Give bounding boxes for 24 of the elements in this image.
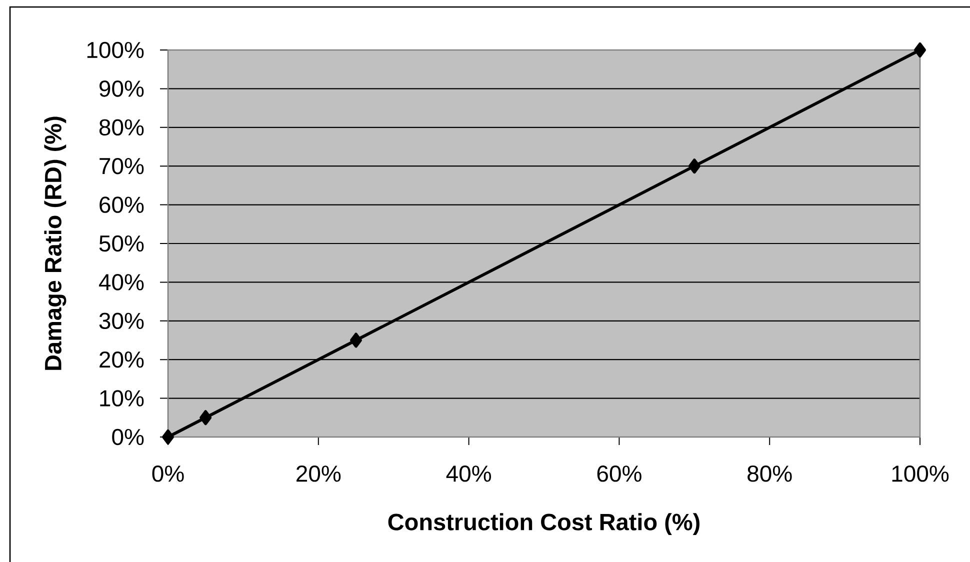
y-tick-label: 50% bbox=[99, 235, 144, 252]
point bbox=[200, 410, 212, 426]
y-tick-label: 90% bbox=[100, 80, 144, 97]
point bbox=[162, 429, 174, 444]
y-tick-label: 10% bbox=[100, 390, 144, 406]
y-tick-label: 70% bbox=[100, 158, 144, 174]
y-tick-label: 60% bbox=[100, 196, 144, 213]
y-axis-title: Damage Ratio (RD) (%) bbox=[44, 116, 66, 370]
x-tick-label: 100% bbox=[892, 466, 949, 482]
point bbox=[688, 158, 700, 174]
x-tick-label: 40% bbox=[446, 466, 491, 482]
y-tick-label: 20% bbox=[100, 351, 144, 368]
x-tick-label: 20% bbox=[296, 466, 341, 482]
y-tick-label: 40% bbox=[98, 274, 144, 290]
x-tick-label: 60% bbox=[597, 466, 642, 482]
y-tick-label: 0% bbox=[112, 428, 144, 446]
y-tick-label: 30% bbox=[99, 312, 144, 330]
x-tick-label: 80% bbox=[748, 466, 792, 482]
x-axis-title: Construction Cost Ratio (%) bbox=[388, 513, 700, 536]
x-tick-label: 0% bbox=[152, 466, 184, 482]
point bbox=[914, 42, 926, 58]
y-tick-label: 80% bbox=[99, 119, 144, 136]
point bbox=[350, 332, 362, 348]
y-tick-label: 100% bbox=[87, 42, 144, 58]
